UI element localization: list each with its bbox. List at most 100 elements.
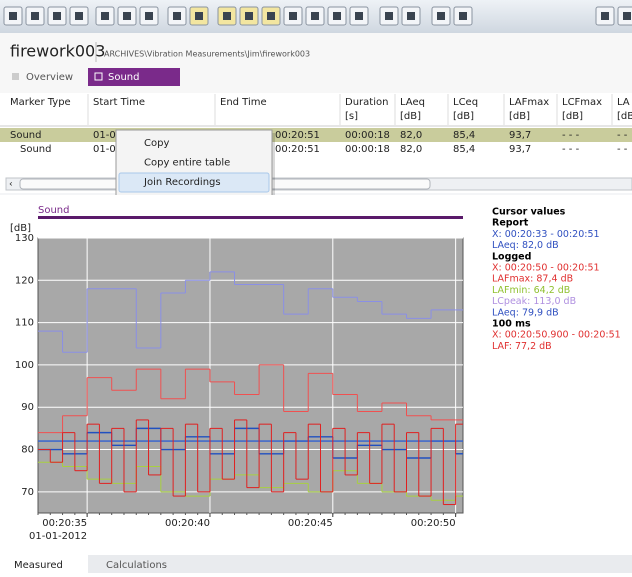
context-menu: Copy Copy entire table Join Recordings <box>115 129 275 200</box>
menu-item[interactable]: Join Recordings <box>143 177 221 188</box>
x-tick-label: 00:20:40 <box>165 518 210 529</box>
cursor-value: Cursor values <box>492 207 566 218</box>
table-cell: 00:00:18 <box>345 144 390 155</box>
chart-title: Sound <box>38 205 70 216</box>
icon-glyph <box>75 12 83 20</box>
icon-glyph <box>173 12 181 20</box>
cursor-value: Report <box>492 218 529 229</box>
table-cell: 00:20:51 <box>275 130 320 141</box>
icon-glyph <box>245 12 253 20</box>
scroll-arrow[interactable]: ‹ <box>9 180 13 190</box>
table-cell: 85,4 <box>453 144 475 155</box>
icon-glyph <box>101 12 109 20</box>
menu-item[interactable]: Copy entire table <box>144 158 230 169</box>
tab-icon <box>94 72 103 81</box>
table-cell: - - <box>617 144 628 155</box>
file-title: firework003 <box>10 42 105 61</box>
column-unit: [dB <box>617 111 632 122</box>
y-tick-label: 120 <box>15 275 34 286</box>
table-cell: Sound <box>20 144 52 155</box>
tab-label: Sound <box>108 72 140 83</box>
column-header: Start Time <box>93 97 145 108</box>
icon-glyph <box>601 12 609 20</box>
table-cell: 00:20:51 <box>275 144 320 155</box>
table-cell: - - - <box>562 130 580 141</box>
table-cell: - - - <box>562 144 580 155</box>
cursor-value: LAFmax: 87,4 dB <box>492 274 573 285</box>
cursor-value: X: 00:20:50 - 00:20:51 <box>492 263 600 274</box>
column-header: LCeq <box>453 97 478 108</box>
icon-glyph <box>407 12 415 20</box>
icon-glyph <box>623 12 631 20</box>
icon-glyph <box>9 12 17 20</box>
icon-glyph <box>289 12 297 20</box>
tab[interactable]: Overview <box>26 72 73 83</box>
y-tick-label: 80 <box>21 445 34 456</box>
icon-glyph <box>437 12 445 20</box>
x-tick-label: 00:20:50 <box>411 518 456 529</box>
cursor-value: 100 ms <box>492 319 531 330</box>
icon-glyph <box>333 12 341 20</box>
bottom-bar <box>0 555 632 573</box>
table-cell: 01-0 <box>93 130 116 141</box>
table-cell: 01-0 <box>93 144 116 155</box>
column-unit: [dB] <box>453 111 474 122</box>
column-unit: [dB] <box>562 111 583 122</box>
cursor-value: LCpeak: 113,0 dB <box>492 296 576 307</box>
x-tick-label: 00:20:35 <box>42 518 87 529</box>
icon-glyph <box>145 12 153 20</box>
x-tick-label: 00:20:45 <box>288 518 333 529</box>
table-cell: 85,4 <box>453 130 475 141</box>
tab-active[interactable] <box>88 68 180 86</box>
icon-glyph <box>53 12 61 20</box>
bottom-tab[interactable]: Calculations <box>106 560 167 571</box>
cursor-value: LAF: 77,2 dB <box>492 341 552 352</box>
column-header: LAFmax <box>509 97 549 108</box>
x-date-label: 01-01-2012 <box>29 531 87 542</box>
toolbar-icons <box>3 6 632 26</box>
column-header: End Time <box>220 97 267 108</box>
icon-glyph <box>123 12 131 20</box>
icon-glyph <box>267 12 275 20</box>
cursor-value: Logged <box>492 251 531 262</box>
cursor-value: X: 00:20:50.900 - 00:20:51 <box>492 330 621 341</box>
table-cell: Sound <box>10 130 42 141</box>
table-cell: 93,7 <box>509 130 531 141</box>
cursor-value: X: 00:20:33 - 00:20:51 <box>492 229 600 240</box>
column-header: LA <box>617 97 630 108</box>
icon-glyph <box>31 12 39 20</box>
menu-item-hover[interactable] <box>118 172 270 193</box>
icon-glyph <box>195 12 203 20</box>
tab-icon <box>12 73 19 80</box>
column-unit: [s] <box>345 111 358 122</box>
cursor-value: LAFmin: 64,2 dB <box>492 285 570 296</box>
y-axis-label: [dB] <box>10 223 31 234</box>
table-cell: 82,0 <box>400 144 422 155</box>
bottom-tab-active[interactable] <box>0 555 88 573</box>
title-bar <box>38 216 463 219</box>
table-cell: 93,7 <box>509 144 531 155</box>
y-tick-label: 110 <box>15 318 34 329</box>
y-tick-label: 70 <box>21 487 34 498</box>
column-header: Marker Type <box>10 97 71 108</box>
table-cell: 82,0 <box>400 130 422 141</box>
chart: Sound [dB] 70 80 90 100 110 120 130 00:20:35 00:20… <box>10 205 464 542</box>
menu-item[interactable]: Copy <box>144 138 169 149</box>
plot-area <box>37 237 464 514</box>
column-header: Duration <box>345 97 388 108</box>
column-unit: [dB] <box>400 111 421 122</box>
bottom-tab[interactable]: Measured <box>14 560 63 571</box>
column-unit: [dB] <box>509 111 530 122</box>
cursor-value: LAeq: 82,0 dB <box>492 240 559 251</box>
icon-glyph <box>223 12 231 20</box>
icon-glyph <box>311 12 319 20</box>
column-header: LAeq <box>400 97 425 108</box>
icon-glyph <box>355 12 363 20</box>
file-path: ARCHIVES\Vibration Measurements\Jim\fire… <box>104 50 310 59</box>
y-tick-label: 130 <box>15 233 34 244</box>
icon-glyph <box>459 12 467 20</box>
y-tick-label: 90 <box>21 402 34 413</box>
column-header: LCFmax <box>562 97 602 108</box>
